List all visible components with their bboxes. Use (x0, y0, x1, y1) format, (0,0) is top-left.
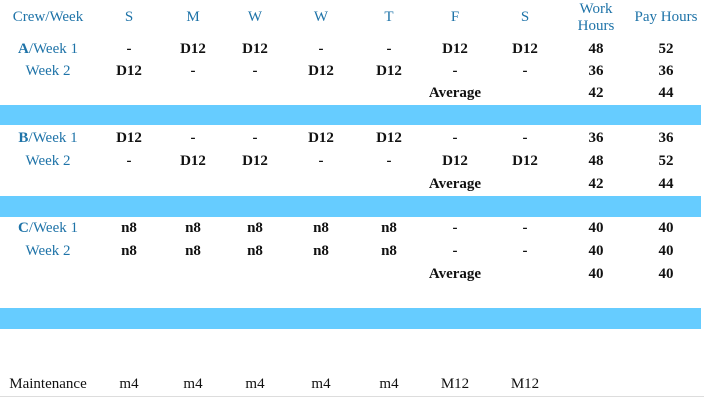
crew-b-week1-label: B/Week 1 (0, 129, 96, 147)
crew-a-w1-sat: D12 (512, 41, 538, 57)
crew-c-w1-fri: - (452, 220, 458, 236)
crew-c-avg-work-hours: 40 (588, 266, 604, 282)
crew-c-average-label: Average (428, 266, 482, 282)
crew-separator-band (0, 196, 701, 217)
crew-c-w1-thu: n8 (381, 220, 397, 236)
header-day-sun: S (124, 9, 134, 25)
crew-c-w1-mon: n8 (185, 220, 201, 236)
crew-a-w1-mon: D12 (180, 41, 206, 57)
crew-a-w1-work-hours: 48 (588, 41, 604, 57)
crew-a-w1-wed1: D12 (242, 41, 268, 57)
crew-c-week2-label: Week 2 (25, 243, 71, 259)
crew-a-w2-thu: D12 (376, 63, 402, 79)
crew-c-w2-pay-hours: 40 (658, 243, 674, 259)
header-pay-hours: Pay Hours (634, 9, 698, 25)
crew-b-w2-mon: D12 (180, 153, 206, 169)
header-day-wed-2: W (313, 9, 329, 25)
maintenance-fri: M12 (440, 376, 470, 392)
crew-a-w1-thu: - (386, 41, 392, 57)
maintenance-sun: m4 (119, 376, 139, 392)
bottom-divider (0, 396, 704, 397)
header-day-fri: F (450, 9, 460, 25)
crew-b-w1-mon: - (190, 130, 196, 146)
crew-a-w2-pay-hours: 36 (658, 63, 674, 79)
header-day-sat: S (520, 9, 530, 25)
crew-b-w2-wed2: - (318, 153, 324, 169)
crew-c-w2-fri: - (452, 243, 458, 259)
crew-c-w2-wed2: n8 (313, 243, 329, 259)
crew-b-w1-sat: - (522, 130, 528, 146)
maintenance-mon: m4 (183, 376, 203, 392)
crew-a-w1-sun: - (126, 41, 132, 57)
week1-suffix: /Week 1 (28, 220, 79, 236)
crew-c-w1-wed2: n8 (313, 220, 329, 236)
header-day-mon: M (186, 9, 200, 25)
crew-b-w2-sun: - (126, 153, 132, 169)
crew-separator-band (0, 105, 701, 125)
crew-c-w2-mon: n8 (185, 243, 201, 259)
crew-c-w2-wed1: n8 (247, 243, 263, 259)
crew-c-w1-sun: n8 (121, 220, 137, 236)
crew-a-avg-work-hours: 42 (588, 85, 604, 101)
crew-c-w2-sat: - (522, 243, 528, 259)
crew-b-w1-thu: D12 (376, 130, 402, 146)
crew-c-w2-sun: n8 (121, 243, 137, 259)
crew-a-w2-fri: - (452, 63, 458, 79)
crew-b-avg-pay-hours: 44 (658, 176, 674, 192)
crew-separator-band (0, 308, 701, 329)
crew-c-week1-label: C/Week 1 (0, 219, 96, 237)
maintenance-thu: m4 (379, 376, 399, 392)
crew-c-w1-wed1: n8 (247, 220, 263, 236)
crew-b-w2-wed1: D12 (242, 153, 268, 169)
crew-b-w2-sat: D12 (512, 153, 538, 169)
crew-c-w1-pay-hours: 40 (658, 220, 674, 236)
week1-suffix: /Week 1 (28, 130, 78, 146)
maintenance-wed2: m4 (311, 376, 331, 392)
crew-a-average-label: Average (428, 85, 482, 101)
crew-b-w2-thu: - (386, 153, 392, 169)
crew-a-w1-pay-hours: 52 (658, 41, 674, 57)
crew-a-w2-wed1: - (252, 63, 258, 79)
crew-b-w1-wed2: D12 (308, 130, 334, 146)
crew-a-week1-label: A/Week 1 (0, 40, 96, 58)
crew-b-w1-wed1: - (252, 130, 258, 146)
crew-c-avg-pay-hours: 40 (658, 266, 674, 282)
crew-b-w1-sun: D12 (116, 130, 142, 146)
header-work-hours-line2: Hours (577, 18, 615, 34)
crew-a-w1-wed2: - (318, 41, 324, 57)
crew-b-w1-pay-hours: 36 (658, 130, 674, 146)
crew-letter: C (17, 220, 29, 236)
crew-b-week2-label: Week 2 (25, 153, 71, 169)
crew-a-w2-sat: - (522, 63, 528, 79)
header-day-thu: T (384, 9, 394, 25)
crew-letter: A (17, 41, 29, 57)
crew-a-w2-work-hours: 36 (588, 63, 604, 79)
crew-a-week2-label: Week 2 (25, 63, 71, 79)
crew-a-w2-wed2: D12 (308, 63, 334, 79)
crew-b-w2-fri: D12 (442, 153, 468, 169)
crew-b-w2-work-hours: 48 (588, 153, 604, 169)
header-crew-week: Crew/Week (12, 9, 84, 25)
crew-c-w2-work-hours: 40 (588, 243, 604, 259)
crew-c-w1-sat: - (522, 220, 528, 236)
maintenance-label: Maintenance (9, 376, 87, 392)
crew-c-w1-work-hours: 40 (588, 220, 604, 236)
crew-b-avg-work-hours: 42 (588, 176, 604, 192)
crew-a-avg-pay-hours: 44 (658, 85, 674, 101)
crew-b-average-label: Average (428, 176, 482, 192)
crew-letter: B (18, 130, 29, 146)
crew-a-w2-mon: - (190, 63, 196, 79)
crew-b-w1-fri: - (452, 130, 458, 146)
maintenance-wed1: m4 (245, 376, 265, 392)
header-day-wed-1: W (247, 9, 263, 25)
crew-a-w2-sun: D12 (116, 63, 142, 79)
crew-c-w2-thu: n8 (381, 243, 397, 259)
crew-a-w1-fri: D12 (442, 41, 468, 57)
crew-b-w2-pay-hours: 52 (658, 153, 674, 169)
week1-suffix: /Week 1 (28, 41, 79, 57)
maintenance-sat: M12 (510, 376, 540, 392)
header-work-hours-line1: Work (579, 1, 613, 17)
crew-b-w1-work-hours: 36 (588, 130, 604, 146)
